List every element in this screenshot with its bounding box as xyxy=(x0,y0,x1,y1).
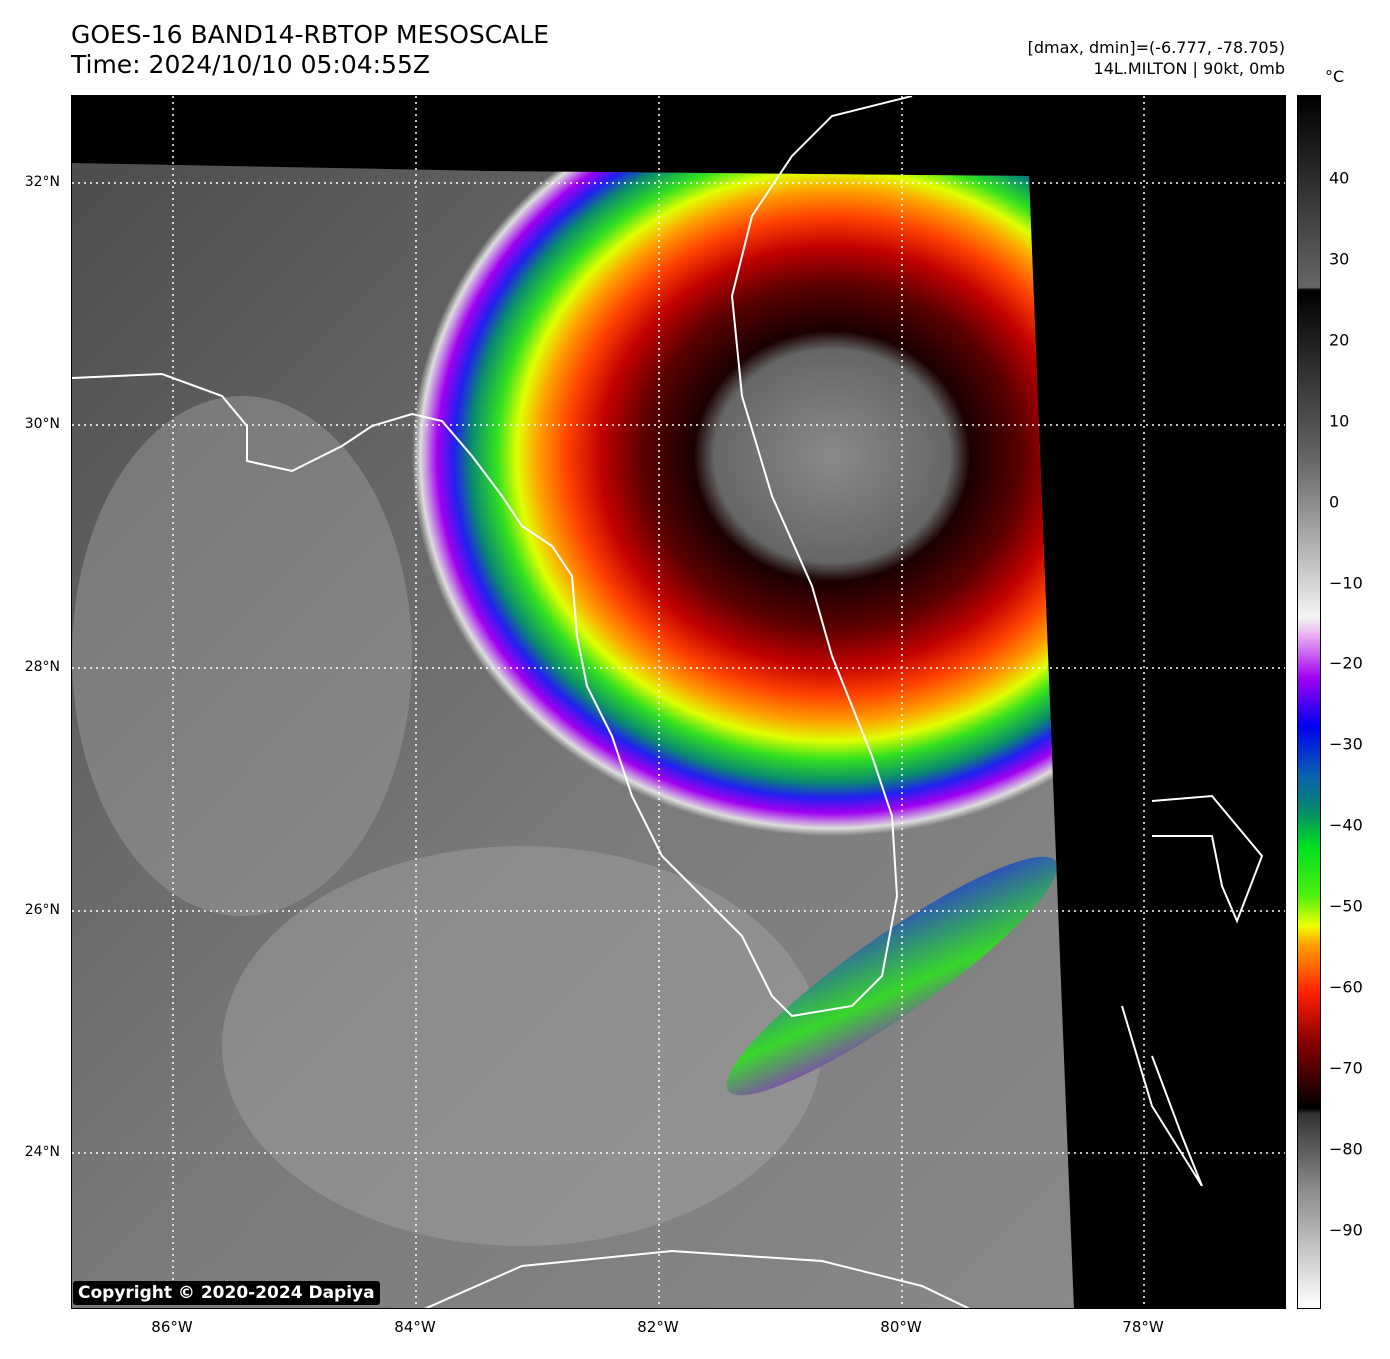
lon-label: 78°W xyxy=(1122,1318,1164,1336)
colorbar-tick-label: −60 xyxy=(1329,977,1363,997)
colorbar-tick-label: −50 xyxy=(1329,896,1363,916)
lat-label: 30°N xyxy=(24,416,60,432)
colorbar-tick-label: −30 xyxy=(1329,734,1363,754)
satellite-imagery xyxy=(72,96,1285,1308)
lat-label: 26°N xyxy=(24,902,60,918)
lat-label: 32°N xyxy=(24,174,60,190)
plot-info: [dmax, dmin]=(-6.777, -78.705) 14L.MILTO… xyxy=(1028,37,1285,79)
lon-label: 86°W xyxy=(151,1318,193,1336)
colorbar xyxy=(1297,95,1321,1309)
colorbar-tick-label: −90 xyxy=(1329,1220,1363,1240)
lon-label: 84°W xyxy=(394,1318,436,1336)
colorbar-unit: °C xyxy=(1325,67,1345,86)
copyright-label: Copyright © 2020-2024 Dapiya xyxy=(73,1281,380,1305)
timestamp: Time: 2024/10/10 05:04:55Z xyxy=(71,50,430,79)
lat-label: 28°N xyxy=(24,659,60,675)
colorbar-tick-label: 20 xyxy=(1329,330,1350,350)
gridlines xyxy=(72,96,1285,1308)
colorbar-tick-label: −70 xyxy=(1329,1058,1363,1078)
storm-info: 14L.MILTON | 90kt, 0mb xyxy=(1093,59,1285,78)
colorbar-tick-label: 0 xyxy=(1329,492,1340,512)
colorbar-tick-label: −40 xyxy=(1329,815,1363,835)
satellite-map xyxy=(71,95,1286,1309)
data-range: [dmax, dmin]=(-6.777, -78.705) xyxy=(1027,38,1285,57)
lon-label: 80°W xyxy=(880,1318,922,1336)
lat-label: 24°N xyxy=(24,1144,60,1160)
lon-label: 82°W xyxy=(637,1318,679,1336)
plot-title: GOES-16 BAND14-RBTOP MESOSCALE Time: 202… xyxy=(71,20,549,80)
colorbar-tick-label: −10 xyxy=(1329,573,1363,592)
product-title: GOES-16 BAND14-RBTOP MESOSCALE xyxy=(71,20,550,49)
colorbar-tick-label: −20 xyxy=(1329,653,1363,673)
colorbar-tick-label: −80 xyxy=(1329,1139,1363,1159)
colorbar-tick-label: 40 xyxy=(1329,168,1350,188)
colorbar-tick-label: 10 xyxy=(1329,411,1350,431)
coastlines xyxy=(72,96,1264,1308)
colorbar-tick-label: 30 xyxy=(1329,249,1350,269)
